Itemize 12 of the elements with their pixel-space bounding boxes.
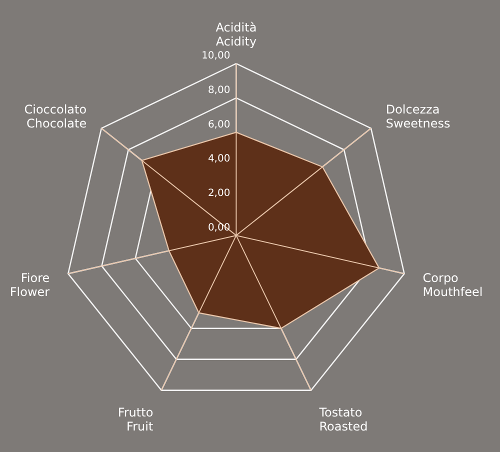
spoke-label: Fiore Flower [10,270,50,299]
y-tick-label: 2,00 [208,188,230,200]
spoke-label: Cioccolato Chocolate [24,102,87,131]
y-tick-label: 6,00 [208,119,230,130]
spoke-label: Frutto Fruit [118,405,154,434]
y-tick-label: 8,00 [208,84,230,96]
y-tick-label: 4,00 [208,154,230,165]
spoke-label: Dolcezza Sweetness [386,102,450,131]
y-tick-label: 10,00 [202,50,230,62]
spoke-label: Acidità Acidity [216,20,257,48]
spoke-label: Tostato Roasted [318,405,368,434]
spoke-label: Corpo Mouthfeel [422,270,483,299]
